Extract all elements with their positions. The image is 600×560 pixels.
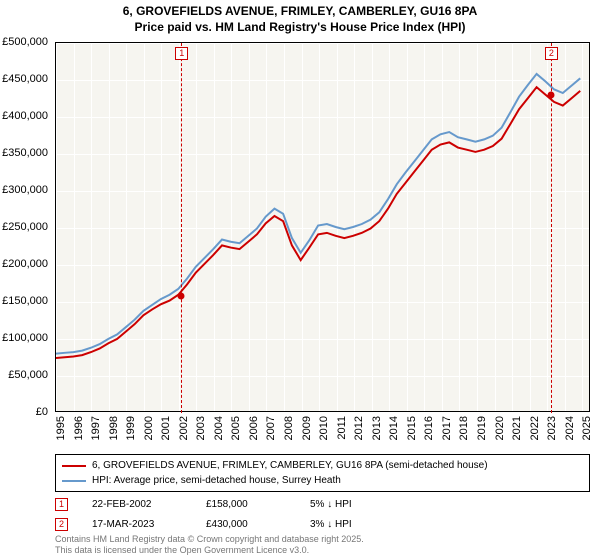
footer-line-1: Contains HM Land Registry data © Crown c… bbox=[55, 534, 364, 545]
x-tick-label: 2013 bbox=[371, 416, 383, 440]
x-tick-label: 2005 bbox=[230, 416, 242, 440]
x-tick-label: 2016 bbox=[423, 416, 435, 440]
x-tick-label: 2023 bbox=[546, 416, 558, 440]
x-tick-label: 1997 bbox=[90, 416, 102, 440]
x-tick-label: 2020 bbox=[494, 416, 506, 440]
x-tick-label: 2000 bbox=[143, 416, 155, 440]
x-tick-label: 2001 bbox=[160, 416, 172, 440]
legend-swatch-2 bbox=[62, 480, 86, 482]
x-tick-label: 2010 bbox=[318, 416, 330, 440]
legend: 6, GROVEFIELDS AVENUE, FRIMLEY, CAMBERLE… bbox=[55, 454, 590, 492]
plot-area: 12 bbox=[55, 42, 590, 412]
legend-label-2: HPI: Average price, semi-detached house,… bbox=[92, 475, 341, 486]
y-tick-label: £350,000 bbox=[2, 147, 48, 159]
y-tick-label: £150,000 bbox=[2, 295, 48, 307]
x-tick-label: 2003 bbox=[195, 416, 207, 440]
y-tick-label: £200,000 bbox=[2, 258, 48, 270]
chart-container: 6, GROVEFIELDS AVENUE, FRIMLEY, CAMBERLE… bbox=[0, 0, 600, 560]
transaction-marker-1: 1 bbox=[55, 498, 68, 511]
x-tick-label: 2018 bbox=[458, 416, 470, 440]
marker-box-2: 2 bbox=[545, 47, 558, 60]
x-tick-label: 2012 bbox=[353, 416, 365, 440]
transaction-row-2: 2 17-MAR-2023 £430,000 3% ↓ HPI bbox=[55, 514, 590, 534]
y-tick-label: £400,000 bbox=[2, 110, 48, 122]
x-tick-label: 2021 bbox=[511, 416, 523, 440]
transaction-marker-2: 2 bbox=[55, 518, 68, 531]
transaction-date-2: 17-MAR-2023 bbox=[92, 519, 182, 530]
x-tick-label: 2011 bbox=[336, 416, 348, 440]
x-tick-label: 2015 bbox=[406, 416, 418, 440]
transaction-date-1: 22-FEB-2002 bbox=[92, 499, 182, 510]
transaction-table: 1 22-FEB-2002 £158,000 5% ↓ HPI 2 17-MAR… bbox=[55, 494, 590, 534]
x-tick-label: 2009 bbox=[301, 416, 313, 440]
footer-attribution: Contains HM Land Registry data © Crown c… bbox=[55, 534, 364, 556]
transaction-price-1: £158,000 bbox=[206, 499, 286, 510]
legend-label-1: 6, GROVEFIELDS AVENUE, FRIMLEY, CAMBERLE… bbox=[92, 460, 488, 471]
transaction-price-2: £430,000 bbox=[206, 519, 286, 530]
chart-title: 6, GROVEFIELDS AVENUE, FRIMLEY, CAMBERLE… bbox=[0, 0, 600, 37]
y-tick-label: £0 bbox=[36, 406, 48, 418]
y-axis-labels: £0£50,000£100,000£150,000£200,000£250,00… bbox=[0, 42, 50, 412]
x-tick-label: 2002 bbox=[178, 416, 190, 440]
x-tick-label: 2024 bbox=[564, 416, 576, 440]
x-tick-label: 2017 bbox=[441, 416, 453, 440]
x-tick-label: 2007 bbox=[265, 416, 277, 440]
y-tick-label: £50,000 bbox=[8, 369, 48, 381]
y-tick-label: £250,000 bbox=[2, 221, 48, 233]
x-tick-label: 1996 bbox=[73, 416, 85, 440]
title-line-2: Price paid vs. HM Land Registry's House … bbox=[0, 20, 600, 36]
chart-lines bbox=[56, 43, 589, 411]
marker-dot-2 bbox=[547, 91, 554, 98]
transaction-delta-1: 5% ↓ HPI bbox=[310, 499, 352, 510]
x-tick-label: 2025 bbox=[581, 416, 593, 440]
y-tick-label: £450,000 bbox=[2, 73, 48, 85]
x-tick-label: 1998 bbox=[108, 416, 120, 440]
x-tick-label: 2019 bbox=[476, 416, 488, 440]
y-tick-label: £500,000 bbox=[2, 36, 48, 48]
y-tick-label: £300,000 bbox=[2, 184, 48, 196]
x-tick-label: 2006 bbox=[248, 416, 260, 440]
series-hpi bbox=[56, 74, 580, 354]
x-tick-label: 2004 bbox=[213, 416, 225, 440]
x-axis-labels: 1995 1996 1997 1998 1999 2000 2001 2002 2003 2004… bbox=[55, 414, 590, 454]
x-tick-label: 2008 bbox=[283, 416, 295, 440]
transaction-row-1: 1 22-FEB-2002 £158,000 5% ↓ HPI bbox=[55, 494, 590, 514]
y-tick-label: £100,000 bbox=[2, 332, 48, 344]
legend-item-1: 6, GROVEFIELDS AVENUE, FRIMLEY, CAMBERLE… bbox=[62, 458, 583, 473]
legend-item-2: HPI: Average price, semi-detached house,… bbox=[62, 473, 583, 488]
marker-dot-1 bbox=[178, 293, 185, 300]
legend-swatch-1 bbox=[62, 465, 86, 467]
x-tick-label: 1999 bbox=[125, 416, 137, 440]
marker-box-1: 1 bbox=[175, 47, 188, 60]
x-tick-label: 2014 bbox=[388, 416, 400, 440]
x-tick-label: 2022 bbox=[529, 416, 541, 440]
footer-line-2: This data is licensed under the Open Gov… bbox=[55, 545, 364, 556]
transaction-delta-2: 3% ↓ HPI bbox=[310, 519, 352, 530]
x-tick-label: 1995 bbox=[55, 416, 67, 440]
title-line-1: 6, GROVEFIELDS AVENUE, FRIMLEY, CAMBERLE… bbox=[0, 4, 600, 20]
